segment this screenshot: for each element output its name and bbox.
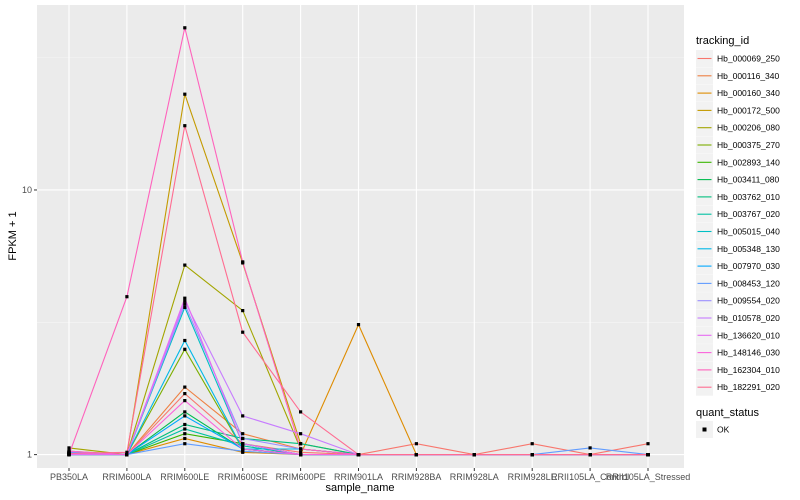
legend-label-Hb_000116_340: Hb_000116_340 xyxy=(717,71,780,81)
legend: tracking_id Hb_000069_250Hb_000116_340Hb… xyxy=(696,35,780,438)
data-point-Hb_182291_020-RRIM600SE xyxy=(241,330,245,334)
data-point-Hb_003411_080-RRIM600LE xyxy=(183,410,187,414)
data-point-Hb_148146_030-RRIM600PE xyxy=(299,453,303,457)
legend-label-Hb_003762_010: Hb_003762_010 xyxy=(717,192,780,202)
legend-items: Hb_000069_250 Hb_000116_340 Hb_000160_340 H… xyxy=(696,50,780,396)
data-point-Hb_003762_010-RRIM600PE xyxy=(299,442,303,446)
data-point-Hb_182291_020-RRII105LA_Stressed xyxy=(646,453,650,457)
data-point-Hb_002893_140-RRIM600LE xyxy=(183,432,187,436)
data-point-Hb_000160_340-RRIM600LE xyxy=(183,436,187,441)
data-point-Hb_003767_020-RRIM600SE xyxy=(241,444,245,448)
legend-label-Hb_182291_020: Hb_182291_020 xyxy=(717,382,780,392)
data-point-Hb_136620_010-RRIM600SE xyxy=(241,442,245,446)
data-point-Hb_000206_080-RRIM600LE xyxy=(183,263,187,267)
data-point-Hb_000172_500-RRIM600LE xyxy=(183,92,187,96)
legend-label-Hb_000172_500: Hb_000172_500 xyxy=(717,105,780,115)
data-point-Hb_162304_010-RRIM600LA xyxy=(125,295,129,299)
data-point-Hb_136620_010-RRIM600LE xyxy=(183,296,187,300)
data-point-Hb_182291_020-RRIM600LE xyxy=(183,124,187,128)
data-point-Hb_000375_270-RRIM600LE xyxy=(183,347,187,351)
legend-label-Hb_009554_020: Hb_009554_020 xyxy=(717,296,780,306)
legend-label-Hb_005348_130: Hb_005348_130 xyxy=(717,244,780,254)
x-axis-title: sample_name xyxy=(325,482,394,494)
data-point-Hb_182291_020-RRIM928LE xyxy=(530,453,534,457)
data-point-Hb_010578_020-RRIM600SE xyxy=(241,414,245,418)
data-point-Hb_162304_010-RRIM600LE xyxy=(183,26,187,30)
data-point-Hb_000069_250-RRIM600LE xyxy=(183,392,187,396)
data-point-Hb_182291_020-RRIM600LA xyxy=(125,450,129,454)
y-axis: 1 10 xyxy=(22,185,37,460)
shape-legend-square-icon xyxy=(702,427,707,432)
legend-label-Hb_010578_020: Hb_010578_020 xyxy=(717,313,780,323)
data-point-Hb_182291_020-RRIM928BA xyxy=(414,453,418,457)
data-point-Hb_000069_250-RRIM600PE xyxy=(299,450,303,454)
legend-label-Hb_148146_030: Hb_148146_030 xyxy=(717,348,780,358)
data-point-Hb_005015_040-RRIM600LE xyxy=(183,305,187,309)
data-point-Hb_005348_130-RRIM600LE xyxy=(183,338,187,343)
legend-label-Hb_008453_120: Hb_008453_120 xyxy=(717,278,780,288)
data-point-Hb_000160_340-RRIM901LA xyxy=(356,323,361,327)
data-point-Hb_182291_020-RRIM928LA xyxy=(472,453,476,457)
data-point-Hb_007970_030-RRIM600LE xyxy=(183,414,187,418)
data-point-Hb_148146_030-PB350LA xyxy=(67,449,71,453)
legend-label-Hb_000206_080: Hb_000206_080 xyxy=(717,123,780,133)
x-tick-label-7: RRIM928LA xyxy=(450,472,499,482)
legend-label-Hb_162304_010: Hb_162304_010 xyxy=(717,365,780,375)
shape-legend-label-ok: OK xyxy=(717,425,730,435)
data-point-Hb_008453_120-RRIM600SE xyxy=(241,449,245,453)
y-tick-label-1: 10 xyxy=(22,185,32,195)
x-tick-label-4: RRIM600PE xyxy=(276,472,326,482)
data-point-Hb_009554_020-RRIM600LE xyxy=(183,302,187,306)
data-point-Hb_000069_250-RRIM928LE xyxy=(530,442,534,446)
x-tick-label-6: RRIM928BA xyxy=(391,472,441,482)
data-point-Hb_008453_120-RRIM600LE xyxy=(183,442,187,446)
data-point-Hb_003762_010-RRIM600LE xyxy=(183,422,187,427)
data-point-Hb_182291_020-PB350LA xyxy=(67,451,71,456)
x-tick-label-3: RRIM600SE xyxy=(218,472,268,482)
x-tick-label-0: PB350LA xyxy=(50,472,88,482)
data-point-Hb_162304_010-RRIM600PE xyxy=(299,447,303,451)
shape-legend-title: quant_status xyxy=(696,407,759,419)
data-point-Hb_008453_120-RRII105LA_Control xyxy=(588,446,592,450)
x-tick-label-5: RRIM901LA xyxy=(334,472,383,482)
legend-label-Hb_007970_030: Hb_007970_030 xyxy=(717,261,780,271)
legend-label-Hb_003767_020: Hb_003767_020 xyxy=(717,209,780,219)
data-point-Hb_003767_020-RRIM600LE xyxy=(183,427,187,431)
data-point-Hb_148146_030-RRIM600SE xyxy=(241,447,245,451)
plot-panel xyxy=(37,5,684,468)
legend-title: tracking_id xyxy=(696,35,749,47)
data-point-Hb_000206_080-PB350LA xyxy=(67,446,71,450)
legend-label-Hb_005015_040: Hb_005015_040 xyxy=(717,227,780,237)
data-point-Hb_148146_030-RRIM600LA xyxy=(125,453,129,457)
data-point-Hb_182291_020-RRII105LA_Control xyxy=(588,453,592,457)
x-tick-label-10: RRII105LA_Stressed xyxy=(606,472,691,482)
legend-label-Hb_000375_270: Hb_000375_270 xyxy=(717,140,780,150)
x-tick-label-8: RRIM928LE xyxy=(508,472,557,482)
x-axis: PB350LA RRIM600LA RRIM600LE RRIM600SE RRIM60… xyxy=(50,468,690,482)
data-point-Hb_000206_080-RRIM600SE xyxy=(241,309,245,313)
data-point-Hb_148146_030-RRIM600LE xyxy=(183,399,187,403)
legend-label-Hb_000160_340: Hb_000160_340 xyxy=(717,88,780,98)
y-axis-title: FPKM + 1 xyxy=(7,211,19,260)
data-point-Hb_182291_020-RRIM600PE xyxy=(299,410,303,414)
legend-label-Hb_000069_250: Hb_000069_250 xyxy=(717,54,780,64)
data-point-Hb_182291_020-RRIM901LA xyxy=(356,453,361,457)
data-point-Hb_009554_020-RRIM600SE xyxy=(241,436,245,441)
data-point-Hb_000116_340-RRIM600SE xyxy=(241,432,245,436)
data-points xyxy=(67,26,650,457)
data-point-Hb_000116_340-RRIM600LE xyxy=(183,385,187,389)
x-tick-label-1: RRIM600LA xyxy=(102,472,151,482)
x-tick-label-9: RRII105LA_Control xyxy=(551,472,629,482)
data-point-Hb_000069_250-RRIM928BA xyxy=(414,442,418,446)
y-tick-label-0: 1 xyxy=(27,450,32,460)
x-tick-label-2: RRIM600LE xyxy=(160,472,209,482)
data-point-Hb_162304_010-RRIM600SE xyxy=(241,260,245,264)
legend-label-Hb_136620_010: Hb_136620_010 xyxy=(717,330,780,340)
data-point-Hb_010578_020-RRIM600PE xyxy=(299,432,303,436)
data-point-Hb_000069_250-RRII105LA_Stressed xyxy=(646,442,650,446)
legend-label-Hb_003411_080: Hb_003411_080 xyxy=(717,175,780,185)
legend-label-Hb_002893_140: Hb_002893_140 xyxy=(717,157,780,167)
data-point-Hb_010578_020-RRIM600LE xyxy=(183,299,187,303)
